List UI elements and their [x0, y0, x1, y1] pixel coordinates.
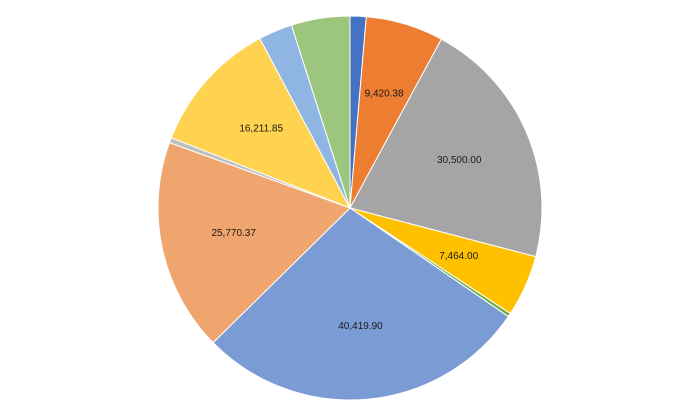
pie-slice-11	[290, 15, 351, 209]
pie-slice-3	[349, 38, 543, 258]
pie-data-label-4: 7,464.00	[439, 251, 478, 262]
pie-slice-7	[157, 141, 351, 344]
pie-slice-9	[170, 37, 352, 209]
pie-slice-6	[212, 207, 510, 401]
pie-data-label-2: 9,420.38	[365, 89, 404, 100]
pie-data-label-7: 25,770.37	[211, 228, 256, 239]
pie-slices	[157, 15, 543, 401]
pie-data-labels: 9,420.38 30,500.00 7,464.00 40,419.90 25,770…	[211, 89, 481, 333]
pie-data-label-3: 30,500.00	[437, 155, 482, 166]
pie-data-label-6: 40,419.90	[338, 321, 383, 332]
pie-data-label-9: 16,211.85	[239, 123, 283, 134]
